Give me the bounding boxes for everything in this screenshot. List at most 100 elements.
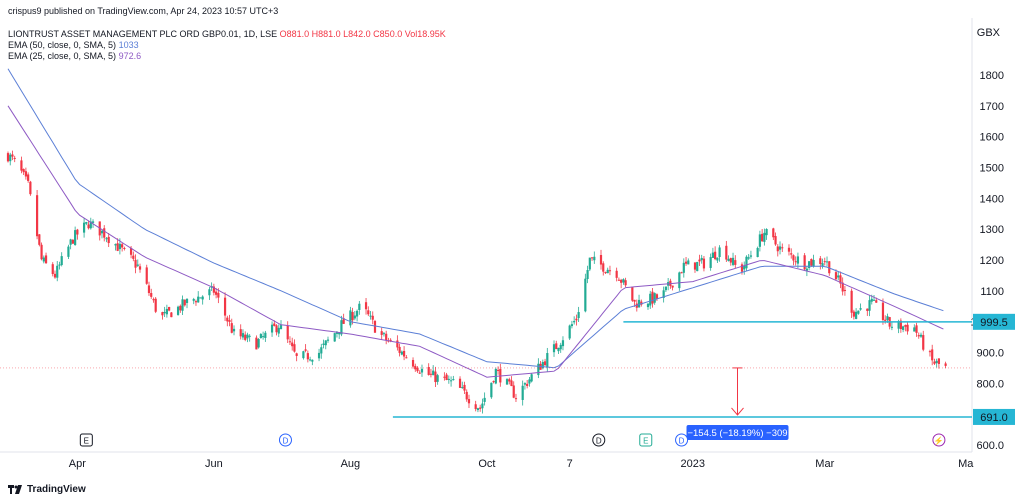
candle-down [680, 272, 683, 274]
candle-down [427, 367, 430, 375]
candle-up [338, 332, 341, 335]
candle-up [333, 333, 336, 342]
candle-up [353, 315, 356, 319]
candle-down [684, 261, 688, 264]
candle-down [875, 300, 878, 303]
candle-up [340, 320, 343, 335]
symbol-line: LIONTRUST ASSET MANAGEMENT PLC ORD GBP0.… [8, 29, 446, 39]
candle-down [651, 291, 654, 304]
y-tick-label: 1600 [980, 132, 1004, 144]
candle-down [429, 373, 433, 375]
candle-down [819, 258, 822, 265]
candle-down [655, 294, 659, 299]
earnings-event-marker-icon: E [79, 433, 93, 447]
candle-down [291, 342, 294, 347]
event-marker-circle [592, 433, 606, 447]
candle-up [859, 308, 862, 310]
candle-down [275, 325, 278, 333]
candle-up [537, 363, 540, 376]
candle-down [443, 376, 446, 378]
ema50-label: EMA (50, close, 0, SMA, 5) [8, 40, 117, 50]
candle-down [147, 285, 151, 294]
candle-up [232, 328, 236, 332]
footer: TradingView [8, 484, 86, 495]
candle-down [617, 279, 621, 281]
candle-down [123, 247, 126, 249]
candle-down [803, 255, 806, 270]
candle-down [790, 253, 793, 255]
candle-up [82, 222, 86, 233]
candle-down [20, 160, 23, 171]
candle-down [152, 299, 155, 301]
event-marker-label: D [679, 437, 685, 446]
candle-down [35, 195, 39, 237]
measure-label-box [686, 424, 789, 440]
candle-up [264, 332, 267, 338]
candle-up [709, 257, 712, 268]
x-tick-label: Jun [205, 458, 223, 470]
candle-down [418, 372, 421, 374]
candle-up [763, 232, 766, 242]
candle-up [890, 326, 894, 328]
candle-up [302, 351, 305, 359]
publisher-line: crispus9 published on TradingView.com, A… [8, 6, 279, 16]
candle-down [839, 275, 842, 284]
candle-up [716, 257, 719, 261]
candle-up [913, 327, 916, 332]
candle-up [89, 221, 92, 229]
candle-down [944, 363, 947, 366]
candle-up [700, 257, 703, 261]
candle-down [575, 318, 578, 321]
candle-down [458, 378, 462, 388]
candle-up [201, 296, 204, 300]
split-event-marker-icon: ⚡ [932, 433, 946, 447]
level-price-label: 999.5 [980, 317, 1008, 329]
candle-up [56, 265, 59, 278]
event-marker-label: E [643, 437, 648, 446]
candle-up [311, 359, 314, 362]
candle-down [543, 361, 547, 366]
y-tick-label: 600.0 [976, 440, 1004, 452]
candle-down [255, 337, 258, 350]
candle-up [577, 312, 580, 319]
candle-down [828, 261, 831, 274]
candle-down [215, 291, 218, 295]
candle-up [185, 298, 189, 303]
level-price-tag [973, 313, 1015, 330]
x-tick-label: Mar [815, 458, 834, 470]
candle-down [633, 299, 636, 302]
candles [6, 150, 947, 414]
candle-down [810, 258, 813, 266]
candle-down [306, 353, 309, 360]
candle-down [512, 385, 515, 398]
candle-up [637, 299, 641, 308]
candle-down [402, 350, 406, 357]
candle-up [100, 230, 104, 234]
ema50-legend: EMA (50, close, 0, SMA, 5) 1033 [8, 40, 139, 50]
event-marker-label: D [596, 437, 602, 446]
candle-down [479, 407, 482, 409]
candle-down [904, 325, 907, 327]
candle-up [105, 238, 108, 240]
x-tick-label: Aug [341, 458, 361, 470]
candle-up [586, 269, 589, 279]
candle-down [514, 398, 518, 400]
candle-down [212, 286, 215, 293]
candle-down [729, 258, 732, 263]
tradingview-logo-icon [8, 485, 22, 494]
candle-down [405, 357, 408, 359]
candle-up [541, 362, 544, 369]
candle-up [199, 297, 202, 299]
candle-up [559, 344, 562, 350]
candle-up [745, 256, 748, 269]
candle-up [58, 264, 61, 266]
candle-up [91, 221, 95, 223]
candle-up [528, 379, 531, 384]
candle-down [526, 383, 529, 386]
candle-down [154, 298, 157, 312]
earnings-event-marker-icon: E [639, 433, 653, 447]
ema50-value: 1033 [118, 40, 139, 50]
candle-down [671, 285, 674, 288]
event-marker-label: D [283, 437, 289, 446]
